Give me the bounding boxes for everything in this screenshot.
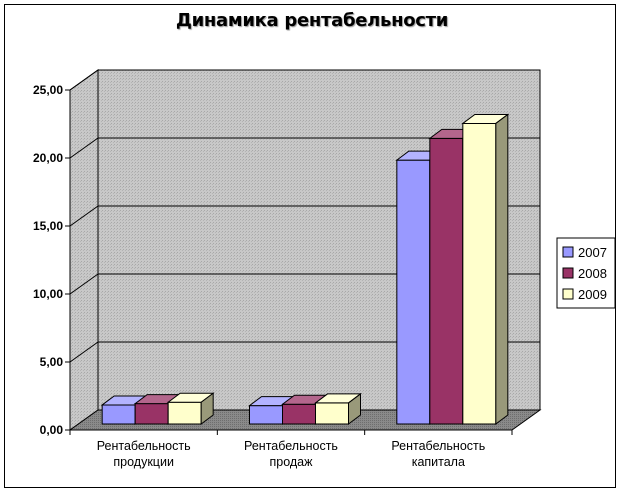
bar-front [282, 403, 316, 425]
legend-label: 2007 [578, 245, 607, 260]
legend-label: 2008 [578, 266, 607, 281]
y-tick-label: 5,00 [40, 355, 64, 369]
bar-side [348, 392, 361, 425]
bar-2009 [314, 392, 362, 425]
x-tick-label: Рентабельность капитала [391, 439, 485, 469]
legend-swatch [562, 267, 574, 279]
bar-side [495, 113, 509, 425]
bar-front [249, 405, 283, 425]
bar-front [167, 401, 202, 425]
bar-side [200, 392, 214, 425]
legend-label: 2009 [578, 287, 607, 302]
side-wall [69, 69, 99, 431]
y-tick-label: 10,00 [33, 287, 63, 301]
bar-2009 [166, 392, 215, 425]
y-tick-label: 25,00 [33, 83, 63, 97]
x-tick-label: Рентабельность продукции [97, 439, 191, 469]
x-tick-label: Рентабельность продаж [244, 439, 338, 469]
bar-front [396, 159, 431, 425]
bar-front [315, 402, 349, 425]
y-tick-label: 15,00 [33, 219, 63, 233]
chart-title: Динамика рентабельности [175, 10, 449, 31]
bar-front [101, 404, 136, 425]
gridline-side [69, 137, 99, 159]
y-tick-label: 20,00 [33, 151, 63, 165]
gridline-side [69, 273, 99, 295]
legend-swatch [562, 246, 574, 258]
bar-front [134, 403, 169, 425]
bar-front [462, 122, 497, 425]
gridline-side [69, 69, 99, 91]
y-tick-label: 0,00 [40, 423, 64, 437]
gridline-side [69, 341, 99, 363]
bar-front [429, 137, 464, 425]
gridline-side [69, 205, 99, 227]
legend-swatch [562, 288, 574, 300]
bar-2009 [461, 113, 510, 425]
